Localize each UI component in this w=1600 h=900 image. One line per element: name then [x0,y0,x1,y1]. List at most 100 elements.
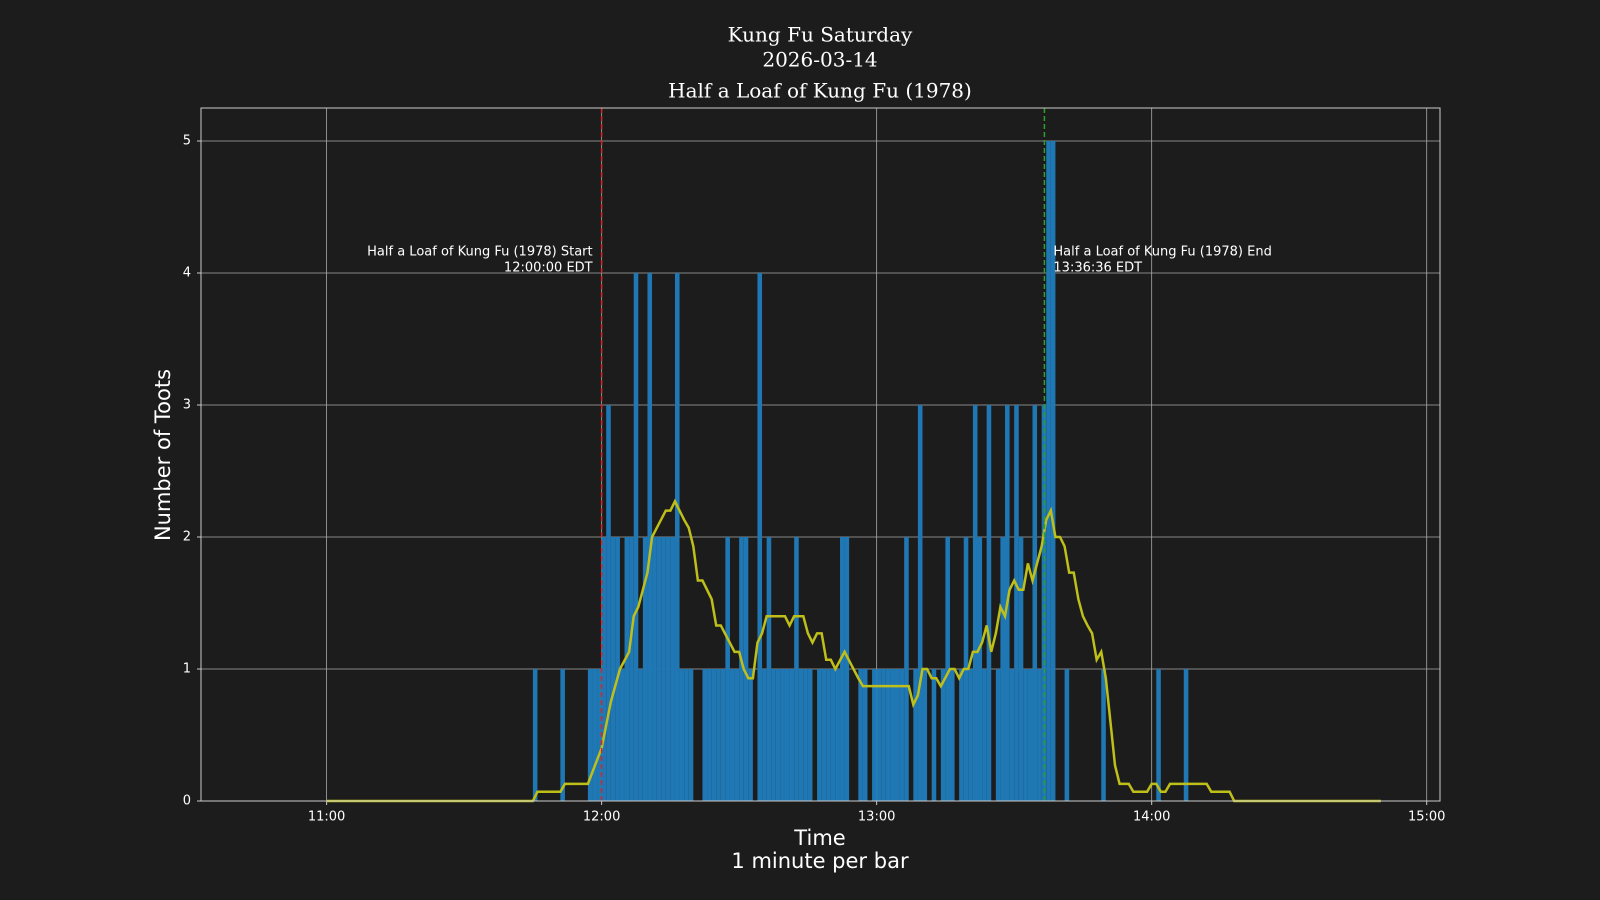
x-axis-label: Time [793,826,845,850]
bar [982,669,987,801]
bar [1064,669,1070,801]
bar [1156,669,1161,801]
bar [748,669,753,801]
bar [757,273,763,801]
x-tick-label: 15:00 [1408,810,1445,825]
bar [904,537,909,801]
bar [560,669,565,801]
bar [633,273,639,801]
bar [707,669,712,801]
bar [587,669,593,801]
bar [665,537,671,801]
annotation: Half a Loaf of Kung Fu (1978) Start [367,245,592,260]
bar [780,669,785,801]
bar [858,669,863,801]
bar [784,669,790,801]
bar [532,669,538,801]
bar [716,669,721,801]
y-axis-label: Number of Toots [151,369,175,541]
bar [807,669,813,801]
bar [606,405,611,801]
bar [1018,537,1024,801]
bar [601,537,607,801]
plot-frame [200,107,1441,802]
bar [1014,405,1019,801]
bar [959,669,964,801]
bar [913,669,918,801]
bar [835,669,840,801]
bar [789,669,795,801]
bar [839,537,845,801]
bar [940,669,946,801]
bar [844,537,850,801]
bar [872,669,877,801]
bar [922,669,928,801]
y-tick-label: 1 [183,662,191,677]
bar [762,669,767,801]
y-tick-label: 4 [183,266,191,281]
bar [688,669,694,801]
bar [1050,141,1056,801]
bar [734,669,740,801]
bar [670,537,675,801]
bar [652,537,657,801]
bar [972,405,978,801]
bar [894,669,900,801]
bar [1009,669,1015,801]
bar [597,669,602,801]
x-tick-label: 13:00 [858,810,895,825]
bar [945,537,950,801]
bar [729,669,735,801]
bar [661,537,666,801]
bar [890,669,895,801]
bar [949,669,955,801]
bar [739,537,744,801]
bar [647,273,653,801]
bar [610,537,616,801]
x-axis-label: 1 minute per bar [731,849,909,873]
annotation: 13:36:36 EDT [1053,261,1142,276]
bar [931,669,937,801]
annotation: 12:00:00 EDT [504,261,593,276]
bar [881,669,886,801]
bar [1183,669,1189,801]
y-tick-label: 3 [183,398,191,413]
bar [885,669,891,801]
bar [986,405,992,801]
chart-title: Kung Fu Saturday [728,23,913,47]
bar [615,537,620,801]
bar [725,537,730,801]
bar [771,669,776,801]
x-tick-label: 12:00 [583,810,620,825]
x-tick-label: 11:00 [308,810,345,825]
bar [917,405,923,801]
rolling-line [326,498,1381,803]
bar [1037,669,1042,801]
bar [743,537,749,801]
y-tick-label: 2 [183,530,191,545]
bar [711,669,717,801]
bar [629,537,634,801]
bar [638,669,643,801]
bar [656,537,662,801]
y-tick-label: 5 [183,134,191,149]
bar [766,537,772,801]
bar [702,669,708,801]
bar [794,537,799,801]
annotation: Half a Loaf of Kung Fu (1978) End [1053,245,1271,260]
bar [684,669,689,801]
bar [1041,405,1047,801]
bar [1101,669,1106,801]
bar [1023,669,1028,801]
bar [968,669,973,801]
bar [798,669,804,801]
bar [862,669,868,801]
bar [817,669,822,801]
bar [679,669,685,801]
y-tick-label: 0 [183,794,191,809]
bar [1027,669,1033,801]
chart-subtitle: Half a Loaf of Kung Fu (1978) [668,79,972,103]
bar [830,669,836,801]
bar [899,669,905,801]
